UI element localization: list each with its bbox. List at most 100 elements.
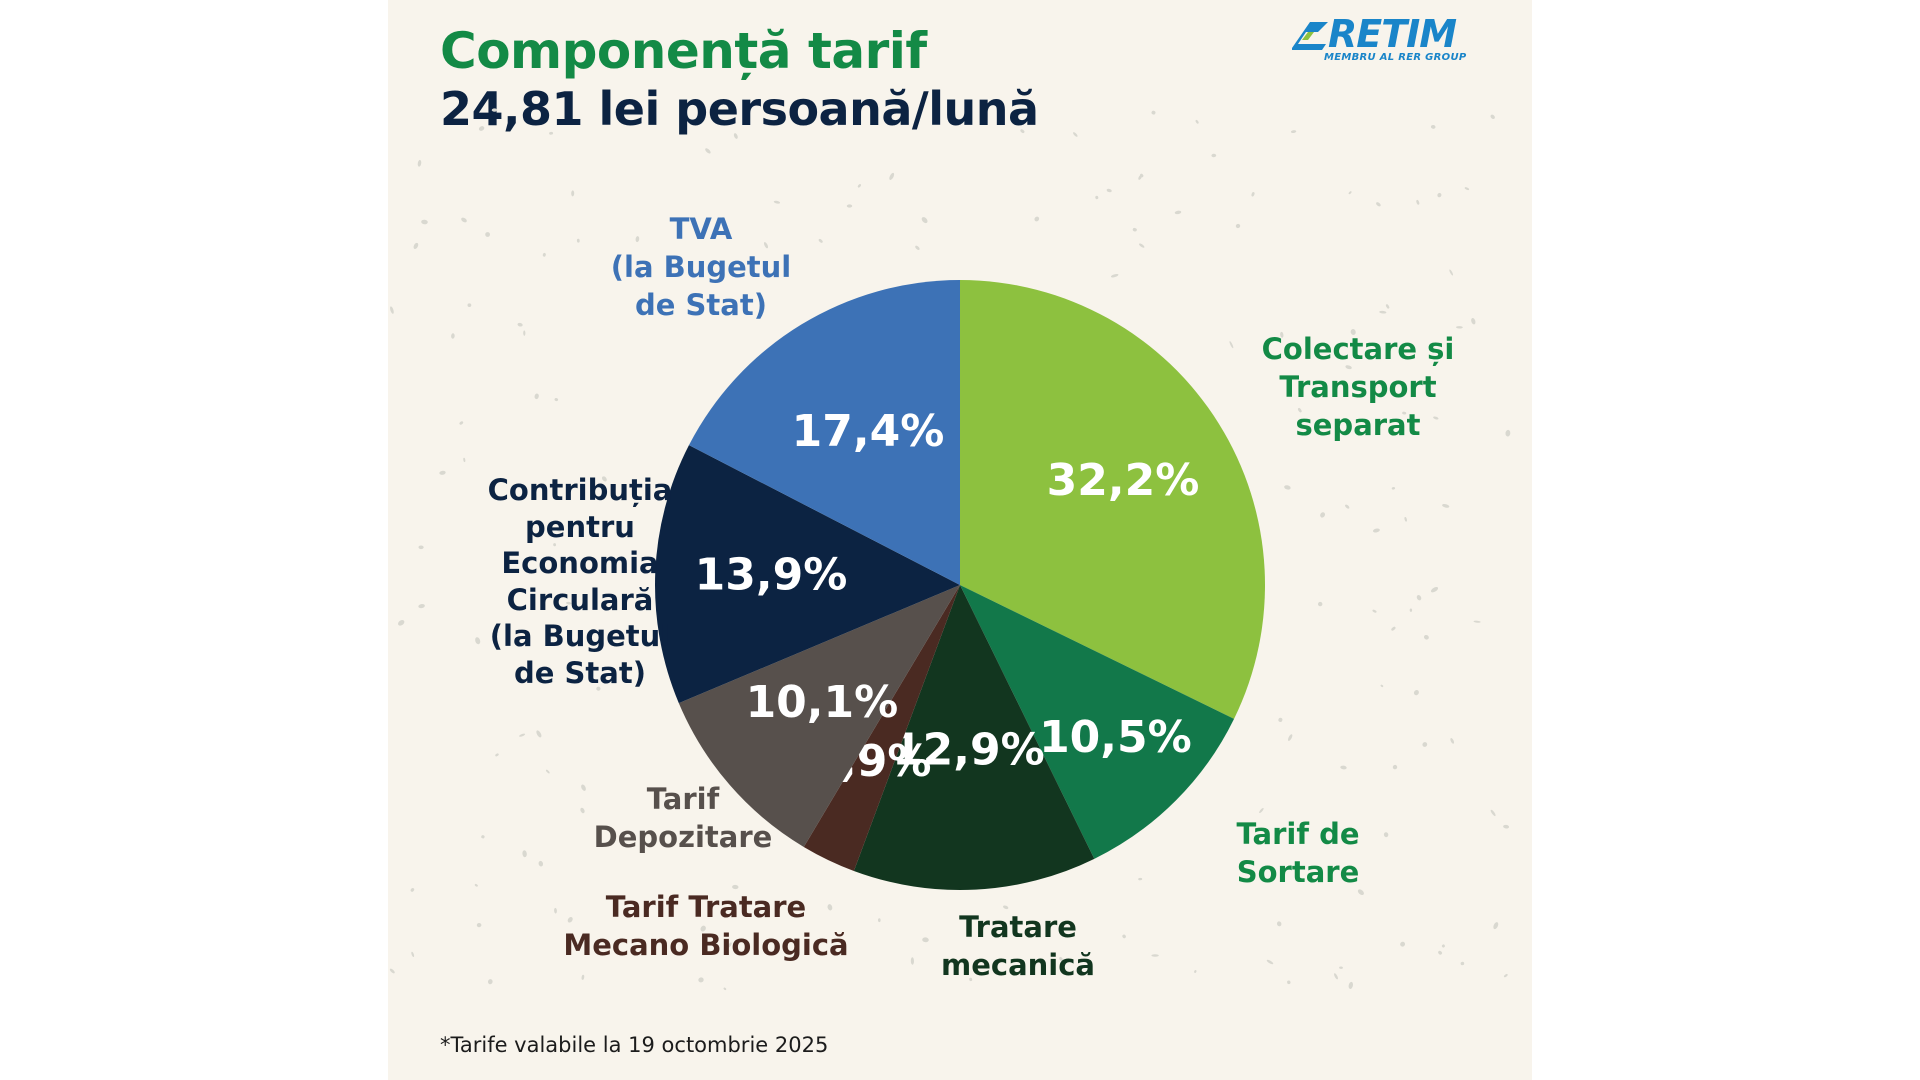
speckle xyxy=(1174,210,1182,215)
speckle xyxy=(1151,110,1156,115)
speckle xyxy=(1456,326,1463,329)
speckle xyxy=(1195,119,1199,124)
speckle xyxy=(390,306,394,314)
speckle xyxy=(1251,192,1255,197)
speckle xyxy=(517,322,523,327)
speckle xyxy=(1280,331,1284,338)
retim-logo-icon xyxy=(1292,22,1328,50)
logo-wordmark: RETIM xyxy=(1328,12,1457,56)
right-margin xyxy=(1532,0,1920,1080)
speckle xyxy=(596,686,601,691)
speckle xyxy=(846,204,853,208)
speckle xyxy=(467,303,472,308)
speckle xyxy=(1430,124,1436,129)
speckle xyxy=(1372,609,1377,613)
speckle xyxy=(1132,227,1137,232)
slice-value-label-2: 12,9% xyxy=(892,725,1045,776)
speckle xyxy=(1379,310,1387,314)
pie-slice-2 xyxy=(853,585,1095,891)
speckle xyxy=(1095,195,1099,200)
speckle xyxy=(1348,981,1353,989)
speckle xyxy=(581,784,586,791)
speckle xyxy=(411,951,415,958)
pie-slice-4 xyxy=(678,585,960,847)
speckle xyxy=(1413,689,1419,696)
speckle xyxy=(554,907,557,914)
speckle xyxy=(818,238,823,243)
pie-slice-1 xyxy=(960,585,1235,859)
infographic-panel: Componență tarif 24,81 lei persoană/lună… xyxy=(388,0,1532,1080)
speckle xyxy=(1503,824,1510,829)
speckle xyxy=(1416,595,1422,601)
speckle xyxy=(773,200,781,204)
slice-name-tva: TVA (la Bugetul de Stat) xyxy=(610,212,792,322)
speckle xyxy=(1372,528,1380,533)
speckle xyxy=(1139,243,1145,248)
speckle xyxy=(1416,199,1420,205)
retim-logo: RETIM MEMBRU AL RER GROUP xyxy=(1288,12,1478,72)
speckle xyxy=(732,884,739,890)
speckle xyxy=(1409,608,1413,612)
speckle xyxy=(461,217,467,223)
speckle xyxy=(538,860,544,867)
speckle xyxy=(1138,877,1143,881)
pie-slice-0 xyxy=(960,280,1266,719)
speckle xyxy=(635,236,640,243)
speckle xyxy=(478,126,485,131)
speckle xyxy=(522,850,527,858)
speckle xyxy=(485,232,490,237)
slice-name-sortare: Tarif de Sortare xyxy=(1236,817,1360,889)
slice-name-tratare-mecanica: Tratare mecanică xyxy=(941,910,1095,982)
speckle xyxy=(1441,944,1445,948)
speckle xyxy=(519,733,526,737)
slice-value-label-6: 17,4% xyxy=(792,406,945,457)
slice-value-label-4: 10,1% xyxy=(746,677,899,728)
speckle xyxy=(487,979,493,985)
speckle xyxy=(877,918,881,923)
speckle xyxy=(1400,941,1406,947)
speckle xyxy=(566,601,572,605)
speckle xyxy=(463,457,466,463)
speckle xyxy=(1490,114,1495,119)
speckle xyxy=(1345,365,1352,370)
page-title: Componență tarif xyxy=(440,22,927,80)
speckle xyxy=(389,968,395,974)
speckle xyxy=(1380,684,1384,688)
speckle xyxy=(1493,922,1499,930)
speckle xyxy=(1034,216,1040,222)
speckle xyxy=(1334,973,1338,980)
speckle xyxy=(1110,273,1119,278)
speckle xyxy=(1437,192,1442,198)
pie-slice-3 xyxy=(803,585,960,871)
speckle xyxy=(648,306,654,312)
speckle xyxy=(1464,187,1470,191)
speckle xyxy=(1122,934,1126,939)
speckle xyxy=(921,217,928,224)
speckle xyxy=(536,730,542,738)
speckle xyxy=(1229,341,1234,349)
speckle xyxy=(763,242,769,249)
speckle xyxy=(1350,329,1356,335)
speckle xyxy=(1505,429,1511,437)
speckle xyxy=(1318,601,1323,607)
speckle xyxy=(534,393,539,400)
speckle xyxy=(417,159,422,167)
speckle xyxy=(1194,970,1197,973)
left-margin xyxy=(0,0,388,1080)
speckle xyxy=(1383,832,1389,838)
speckle xyxy=(523,330,526,336)
speckle xyxy=(922,937,929,943)
speckle xyxy=(1059,956,1063,962)
speckle xyxy=(1211,153,1217,158)
speckle xyxy=(698,977,704,983)
speckle xyxy=(1140,173,1144,178)
speckle xyxy=(1423,635,1429,640)
speckle xyxy=(1471,318,1476,325)
speckle xyxy=(554,398,559,402)
speckle xyxy=(459,421,464,425)
speckle xyxy=(721,217,725,221)
speckle xyxy=(542,252,546,257)
speckle xyxy=(1450,738,1455,744)
speckle xyxy=(1259,807,1264,814)
speckle xyxy=(1433,416,1439,420)
